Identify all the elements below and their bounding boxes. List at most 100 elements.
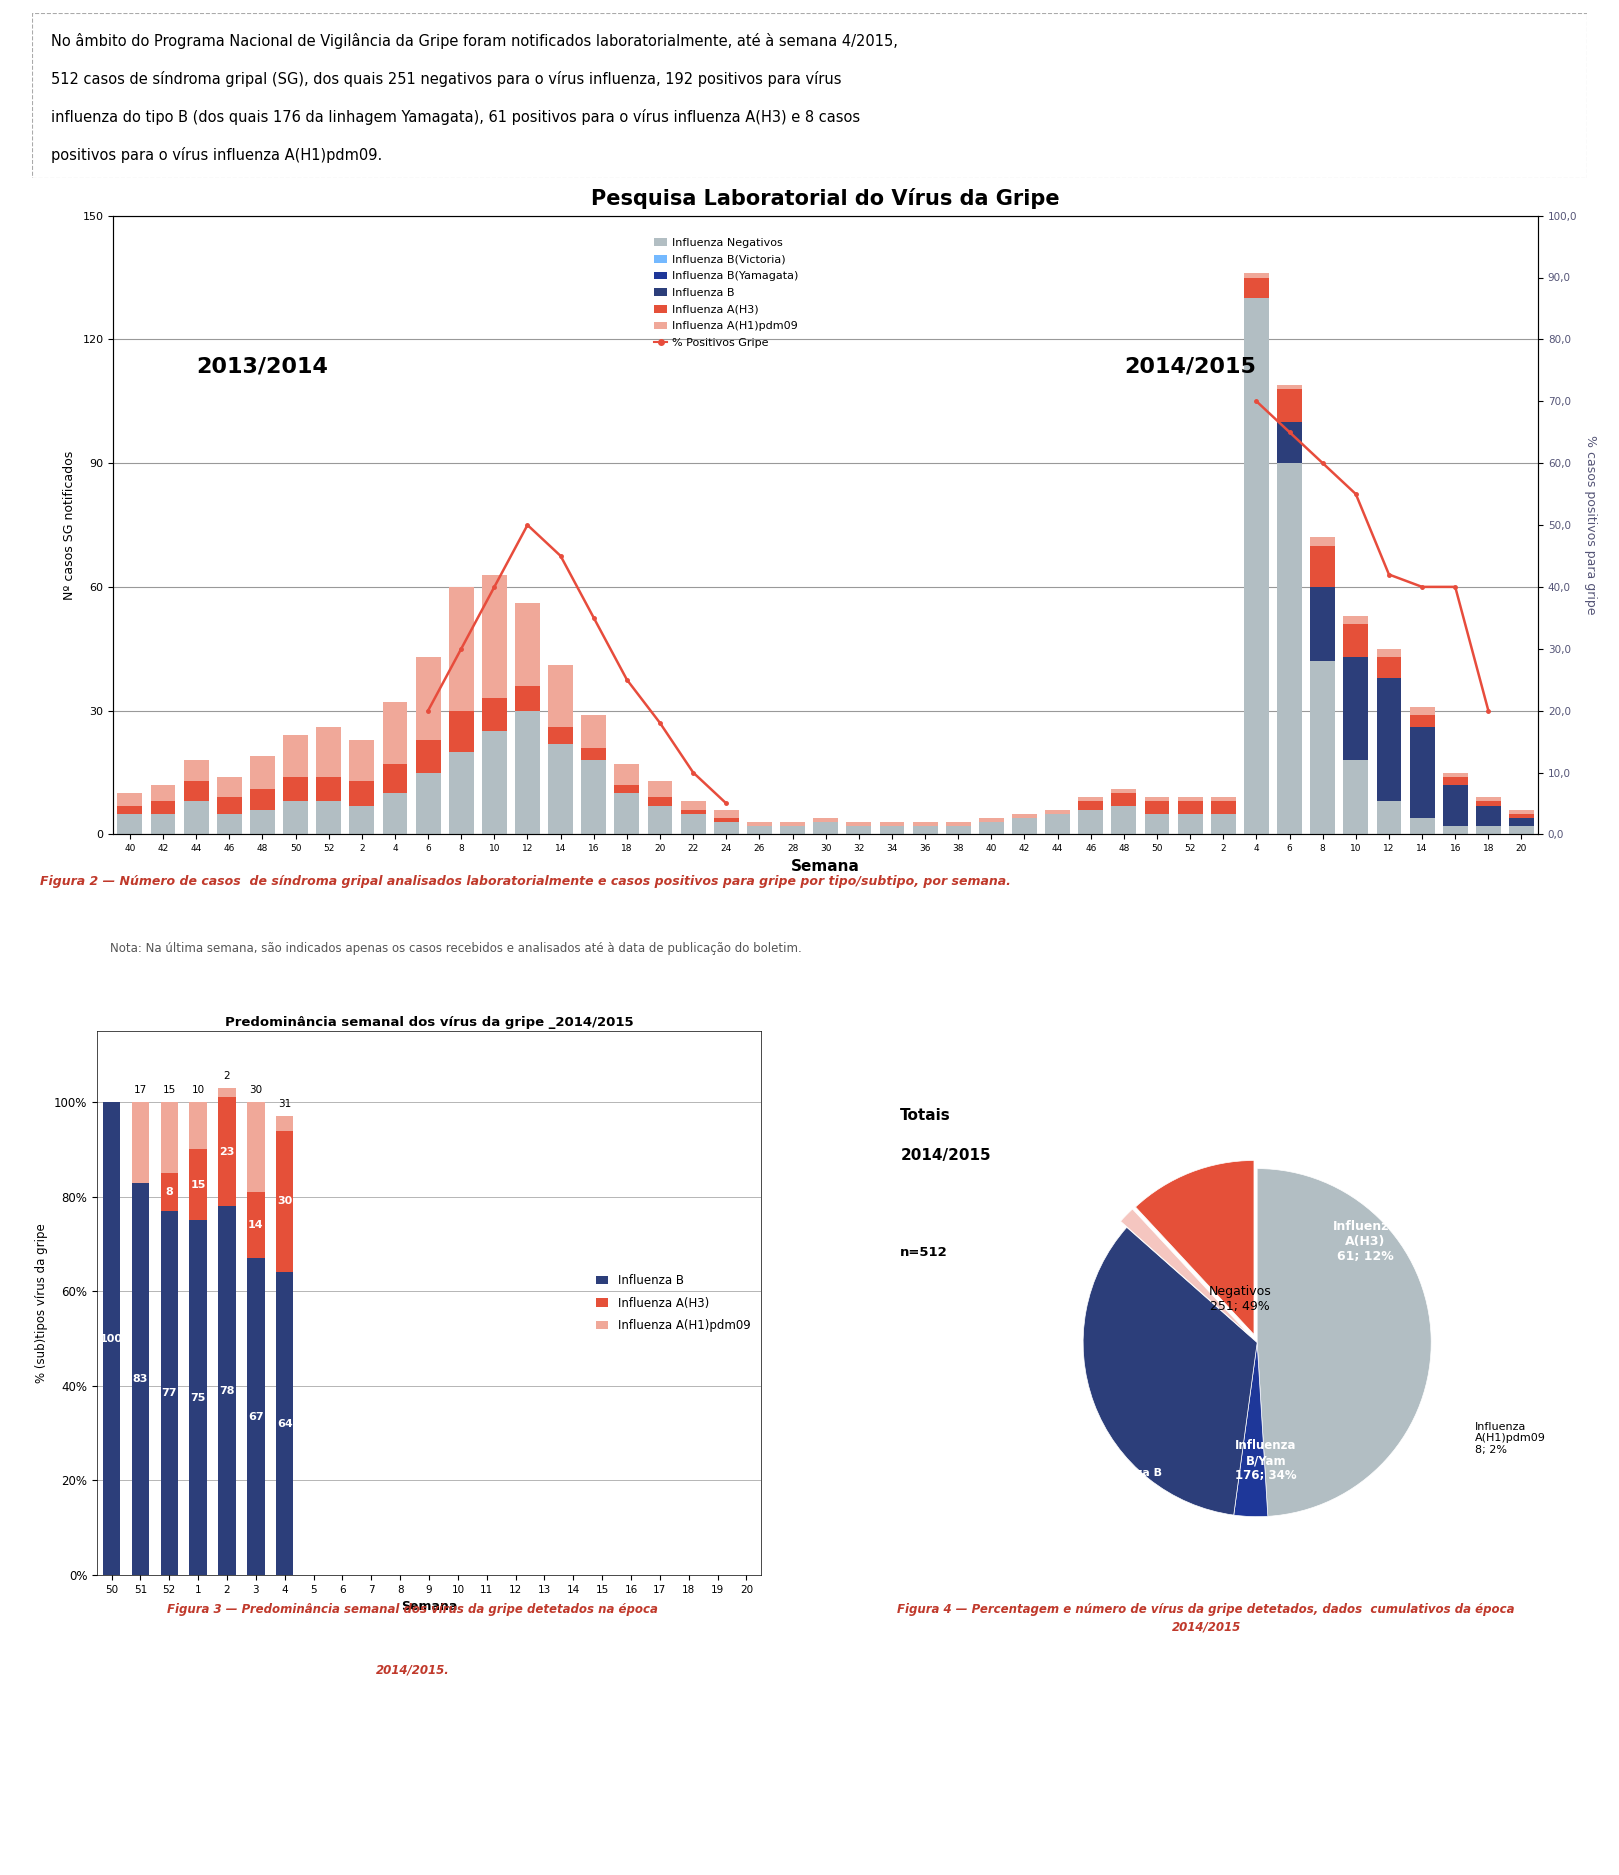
Bar [350,739,374,780]
% Positivos Gripe [550,544,570,566]
Bar [217,776,241,797]
Y-axis label: % casos positivos para gripe: % casos positivos para gripe [1583,435,1596,615]
Bar [1310,662,1336,834]
Bar [1376,677,1402,801]
Bar [104,1102,120,1575]
Bar [648,797,672,806]
Bar [813,821,839,834]
Text: 30: 30 [277,1196,293,1206]
Bar [549,666,573,728]
Bar [1145,801,1169,814]
Bar [714,818,738,821]
Bar [1376,801,1402,834]
Bar [1376,656,1402,677]
Bar [1410,818,1434,834]
Bar [248,1102,264,1192]
Bar [249,789,275,810]
Bar [1410,714,1434,728]
Bar [316,776,342,801]
Bar [482,574,507,698]
Text: Negativos
251; 49%: Negativos 251; 49% [1208,1284,1271,1312]
Bar [714,821,738,834]
Bar [160,1102,178,1174]
Bar [847,821,871,827]
Bar [1277,384,1302,388]
Bar [813,818,839,821]
Bar [615,765,640,786]
X-axis label: Semana: Semana [792,859,860,874]
Bar [648,806,672,834]
Bar [879,827,905,834]
Bar [1344,615,1368,624]
Wedge shape [1256,1168,1431,1517]
Bar [945,821,971,827]
Text: positivos para o vírus influenza A(H1)pdm09.: positivos para o vírus influenza A(H1)pd… [52,146,382,163]
Bar [1443,776,1468,786]
Bar [581,748,606,759]
Bar [515,604,539,686]
Bar [1410,707,1434,714]
Bar [1012,818,1036,834]
Text: 77: 77 [162,1388,176,1399]
Bar [549,744,573,834]
Bar [1443,772,1468,776]
Bar [1177,801,1203,814]
Bar [1477,827,1501,834]
Bar [1177,814,1203,834]
Wedge shape [1234,1342,1268,1517]
% Positivos Gripe [651,712,670,735]
Bar [746,827,772,834]
Bar [416,656,440,739]
Text: Totais: Totais [900,1108,950,1123]
Bar [283,801,308,834]
Bar [1243,278,1269,298]
Bar [1211,797,1235,801]
Bar [283,735,308,776]
Bar [1277,388,1302,422]
% Positivos Gripe [683,761,703,784]
Bar [448,752,474,834]
Text: 14: 14 [248,1221,264,1230]
Bar [680,810,706,814]
Text: 2013/2014: 2013/2014 [196,356,329,377]
Text: 2014/2015: 2014/2015 [1124,356,1256,377]
Bar [189,1102,207,1149]
Bar [151,801,175,814]
Bar [1211,801,1235,814]
Bar [515,711,539,834]
Text: influenza do tipo B (dos quais 176 da linhagem Yamagata), 61 positivos para o ví: influenza do tipo B (dos quais 176 da li… [52,109,860,126]
Bar [1410,728,1434,818]
% Positivos Gripe [1345,482,1365,504]
Bar [283,776,308,801]
Bar [1509,827,1533,834]
% Positivos Gripe [484,576,504,598]
Bar [448,711,474,752]
Text: Figura 3 — Predominância semanal dos vírus da gripe detetados na época: Figura 3 — Predominância semanal dos vír… [167,1603,659,1616]
Text: 31: 31 [278,1099,291,1110]
Text: Figura 2 — Número de casos  de síndroma gripal analisados laboratorialmente e ca: Figura 2 — Número de casos de síndroma g… [40,876,1010,889]
Bar [1344,656,1368,759]
Bar [680,801,706,810]
Text: n=512: n=512 [900,1245,949,1258]
Title: Pesquisa Laboratorial do Vírus da Gripe: Pesquisa Laboratorial do Vírus da Gripe [591,188,1060,208]
% Positivos Gripe [418,699,437,722]
Text: 75: 75 [191,1393,206,1402]
Bar [615,786,640,793]
Bar [189,1149,207,1221]
Bar [1310,546,1336,587]
Text: 30: 30 [249,1086,262,1095]
Bar [1443,786,1468,827]
Bar [1145,814,1169,834]
Bar [118,806,142,814]
Bar [913,821,937,827]
Bar [151,786,175,801]
Y-axis label: % (sub)tipos vírus da gripe: % (sub)tipos vírus da gripe [36,1222,49,1384]
Bar [1078,797,1103,801]
% Positivos Gripe [1281,420,1300,442]
% Positivos Gripe [1313,452,1332,474]
Bar [118,793,142,806]
Bar [350,806,374,834]
Bar [945,827,971,834]
Bar [118,814,142,834]
Bar [482,698,507,731]
